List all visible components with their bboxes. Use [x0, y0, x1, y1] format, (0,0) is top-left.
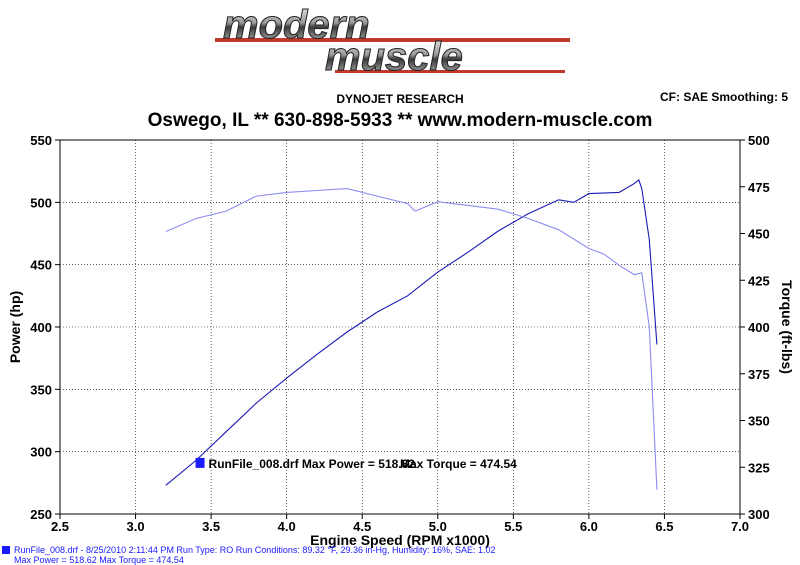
series-line-power — [165, 178, 658, 486]
y-left-tick-label: 400 — [30, 320, 52, 335]
x-axis-label: Engine Speed (RPM x1000) — [310, 532, 490, 548]
x-tick-label: 3.5 — [202, 519, 220, 534]
y-right-tick-label: 325 — [748, 460, 770, 475]
legend-max-torque: Max Torque = 474.54 — [400, 457, 517, 471]
company-title: DYNOJET RESEARCH — [336, 92, 464, 106]
y-right-tick-label: 350 — [748, 414, 770, 429]
y-left-tick-label: 300 — [30, 445, 52, 460]
x-tick-label: 4.5 — [353, 519, 371, 534]
y-left-tick-label: 350 — [30, 382, 52, 397]
y-right-tick-label: 425 — [748, 273, 770, 288]
x-tick-label: 5.0 — [429, 519, 447, 534]
y-right-tick-label: 400 — [748, 320, 770, 335]
x-tick-label: 6.0 — [580, 519, 598, 534]
footer-run-swatch — [2, 546, 10, 554]
x-tick-label: 6.5 — [655, 519, 673, 534]
footer-run-info: RunFile_008.drf - 8/25/2010 2:11:44 PM R… — [14, 545, 496, 555]
x-tick-label: 4.0 — [278, 519, 296, 534]
y-left-tick-label: 550 — [30, 133, 52, 148]
x-tick-label: 5.5 — [504, 519, 522, 534]
modern-muscle-logo: modern muscle — [215, 8, 570, 78]
x-tick-label: 7.0 — [731, 519, 749, 534]
footer-max-values: Max Power = 518.62 Max Torque = 474.54 — [14, 555, 184, 565]
x-tick-label: 2.5 — [51, 519, 69, 534]
y-right-tick-label: 300 — [748, 507, 770, 522]
x-tick-label: 3.0 — [127, 519, 145, 534]
y-left-tick-label: 450 — [30, 258, 52, 273]
y-left-tick-label: 250 — [30, 507, 52, 522]
location-title: Oswego, IL ** 630-898-5933 ** www.modern… — [147, 110, 653, 131]
correction-factor-label: CF: SAE Smoothing: 5 — [660, 90, 788, 104]
legend-max-power: RunFile_008.drf Max Power = 518.62 — [209, 457, 416, 471]
legend-swatch — [195, 457, 205, 468]
y-left-axis-label: Power (hp) — [7, 291, 23, 363]
y-right-tick-label: 475 — [748, 180, 770, 195]
svg-text:muscle: muscle — [325, 35, 463, 78]
y-right-axis-label: Torque (ft-lbs) — [779, 280, 795, 374]
series-line-torque — [165, 188, 658, 490]
y-left-tick-label: 500 — [30, 195, 52, 210]
svg-text:modern: modern — [223, 8, 370, 47]
y-right-tick-label: 375 — [748, 367, 770, 382]
y-right-tick-label: 450 — [748, 227, 770, 242]
y-right-tick-label: 500 — [748, 133, 770, 148]
